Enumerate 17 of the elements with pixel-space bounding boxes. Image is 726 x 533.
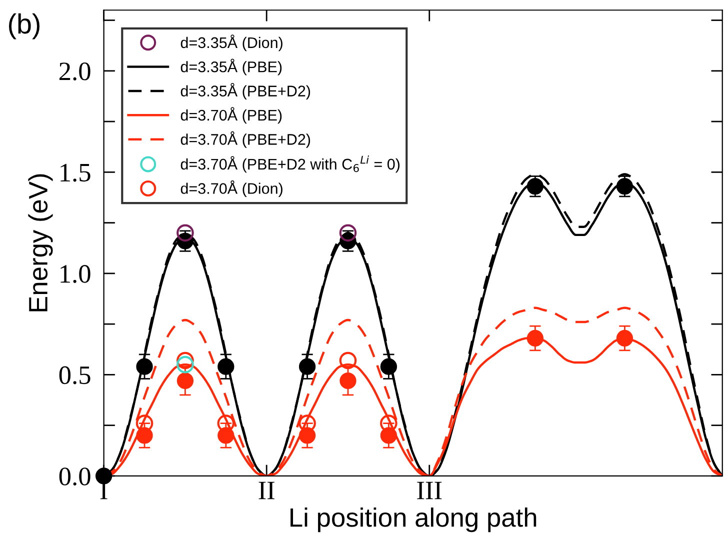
legend-label: d=3.70Å (PBE+D2 with C$_{6}$$^{Li}$ = 0)	[180, 156, 400, 173]
y-axis-title: Energy (eV)	[28, 174, 53, 312]
y-tick-label: 0.0	[59, 468, 90, 486]
legend-label: d=3.70Å (PBE)	[180, 107, 282, 124]
x-axis-title: Li position along path	[290, 508, 536, 532]
legend-label: d=3.35Å (PBE+D2)	[180, 82, 310, 100]
legend-label: d=3.35Å (PBE)	[180, 58, 282, 76]
y-tick-label: 0.5	[59, 366, 90, 384]
legend-label: d=3.70Å (Dion)	[180, 180, 282, 197]
x-tick-label: II	[258, 482, 274, 500]
y-tick-label: 2.0	[59, 62, 90, 80]
legend-label: d=3.70Å (PBE+D2)	[180, 131, 310, 148]
y-tick-label: 1.5	[60, 164, 90, 182]
chart-title: (b)	[8, 13, 40, 40]
x-tick-label: III	[417, 482, 442, 500]
y-tick-label: 1.0	[60, 265, 90, 283]
legend-label: d=3.35Å (Dion)	[180, 34, 282, 52]
